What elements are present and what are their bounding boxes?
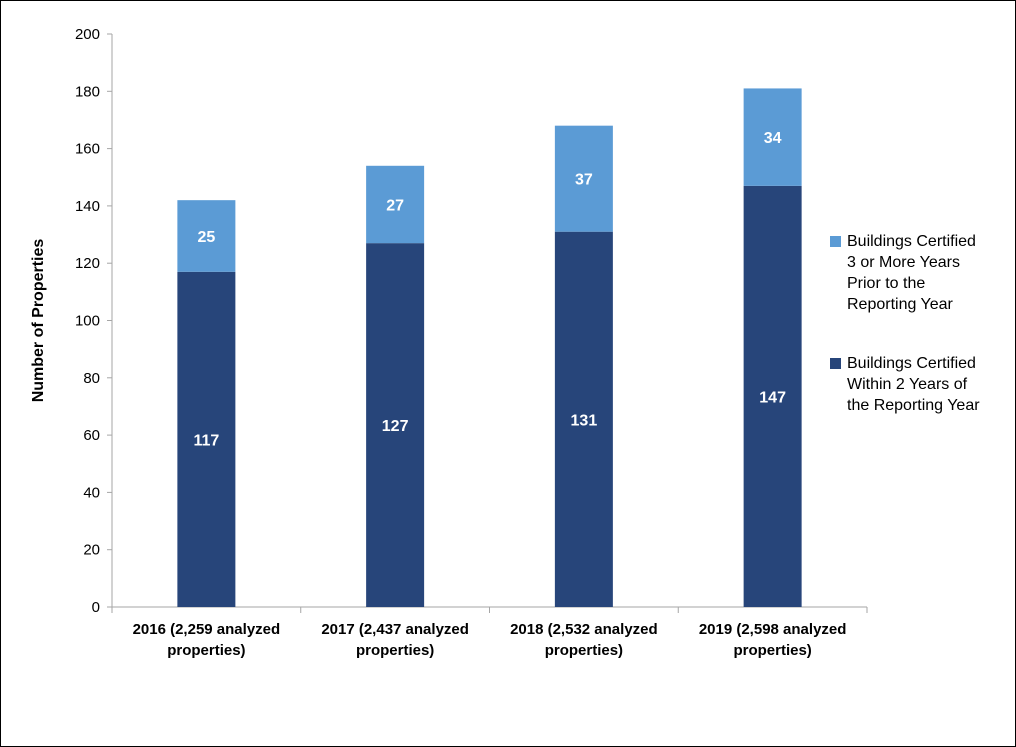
y-tick-label: 40 — [83, 484, 100, 501]
y-tick-label: 180 — [75, 83, 100, 100]
legend-item-within: Buildings Certified Within 2 Years of th… — [830, 353, 1015, 416]
y-tick-label: 60 — [83, 427, 100, 444]
legend-item-prior: Buildings Certified 3 or More Years Prio… — [830, 231, 1015, 315]
x-category-label: 2018 (2,532 analyzed — [510, 621, 658, 638]
bar-3-or-more-years-prior — [743, 88, 802, 186]
y-tick-label: 20 — [83, 542, 100, 559]
y-tick-label: 80 — [83, 370, 100, 387]
legend-label-within: Buildings Certified Within 2 Years of th… — [847, 355, 980, 414]
data-label: 131 — [571, 412, 598, 429]
bar-3-or-more-years-prior — [366, 165, 425, 244]
legend: Buildings Certified 3 or More Years Prio… — [830, 231, 1015, 454]
data-label: 27 — [386, 197, 404, 214]
y-tick-label: 0 — [92, 599, 100, 616]
bar-3-or-more-years-prior — [554, 125, 613, 232]
x-category-label: 2016 (2,259 analyzed — [133, 621, 281, 638]
data-label: 25 — [197, 229, 215, 246]
bar-within-2-years — [177, 271, 236, 607]
legend-swatch-prior — [830, 236, 841, 247]
x-category-label: 2019 (2,598 analyzed — [699, 621, 847, 638]
x-category-label: properties) — [545, 642, 623, 659]
y-tick-label: 200 — [75, 26, 100, 43]
y-axis-title: Number of Properties — [30, 239, 47, 403]
legend-label-prior: Buildings Certified 3 or More Years Prio… — [847, 233, 976, 313]
y-tick-label: 160 — [75, 141, 100, 158]
data-label: 127 — [382, 418, 409, 435]
data-label: 147 — [759, 389, 786, 406]
bar-within-2-years — [554, 231, 613, 607]
data-label: 34 — [764, 130, 782, 147]
data-label: 37 — [575, 172, 593, 189]
y-tick-label: 120 — [75, 255, 100, 272]
x-category-label: properties) — [356, 642, 434, 659]
data-label: 117 — [193, 432, 219, 449]
bar-within-2-years — [366, 243, 425, 607]
y-tick-label: 100 — [75, 313, 100, 330]
x-category-label: 2017 (2,437 analyzed — [321, 621, 469, 638]
x-category-label: properties) — [733, 642, 811, 659]
bar-3-or-more-years-prior — [177, 200, 236, 272]
x-category-label: properties) — [167, 642, 245, 659]
bar-within-2-years — [743, 185, 802, 607]
y-tick-label: 140 — [75, 198, 100, 215]
legend-swatch-within — [830, 358, 841, 369]
